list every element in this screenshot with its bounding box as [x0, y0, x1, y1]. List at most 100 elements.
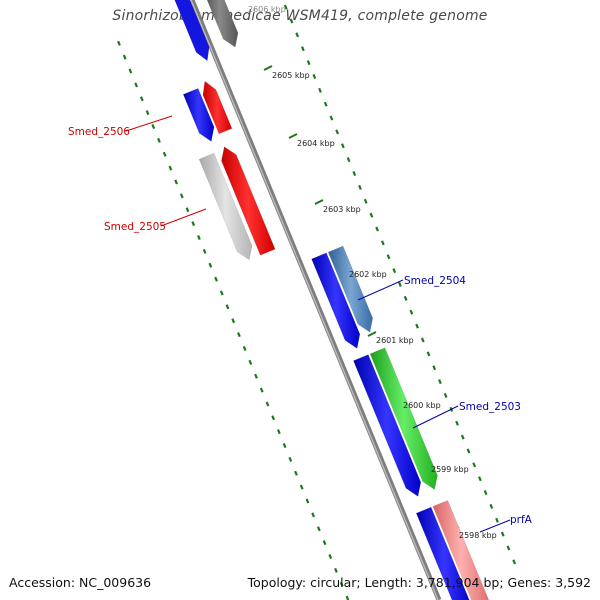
ruler-dash — [288, 456, 293, 462]
ruler-dash — [340, 143, 345, 149]
gene-blue-top[interactable] — [173, 0, 210, 62]
ruler-dash — [151, 124, 156, 130]
ruler-dash — [289, 18, 294, 24]
ruler-dash — [455, 420, 459, 426]
gene-darkgray-top[interactable] — [201, 0, 239, 48]
ruler-dash — [426, 351, 431, 357]
ruler-dash — [282, 443, 287, 449]
leader-smed-2506 — [125, 115, 173, 132]
ruler-dash — [478, 476, 482, 482]
ruler-dash — [305, 498, 310, 504]
scale-label-2605: 2605 kbp — [272, 71, 310, 80]
gene-prfa-blue[interactable] — [415, 506, 472, 600]
ruler-dash — [334, 567, 338, 573]
gene-smed-2503-green[interactable] — [369, 347, 438, 490]
scale-label-2599: 2599 kbp — [431, 465, 469, 474]
ruler-dash — [495, 517, 499, 523]
ruler-dash — [328, 554, 333, 560]
gene-label-smed-2506[interactable]: Smed_2506 — [68, 126, 130, 138]
ruler-dash — [174, 179, 178, 185]
scale-label-2598: 2598 kbp — [459, 531, 497, 540]
ruler-dash — [500, 531, 505, 537]
ruler-dash — [168, 165, 173, 171]
ruler-dash — [139, 96, 144, 102]
ruler-dash — [219, 290, 224, 296]
ruler-dash — [409, 309, 414, 315]
gene-smed-2505-gray[interactable] — [198, 152, 253, 261]
leader-smed-2505 — [160, 208, 207, 227]
ruler-dash — [483, 490, 488, 496]
ruler-dash — [306, 60, 311, 66]
ruler-dash — [283, 4, 288, 10]
ruler-dash — [202, 248, 207, 254]
ruler-dash — [259, 387, 264, 393]
ruler-dash — [185, 207, 190, 213]
ruler-dash — [386, 254, 391, 260]
ruler-dash — [489, 503, 494, 509]
ruler-dash — [346, 157, 351, 163]
accession-text: Accession: NC_009636 — [9, 575, 152, 590]
gene-features — [173, 0, 490, 600]
genome-summary-text: Topology: circular; Length: 3,781,904 bp… — [247, 575, 591, 590]
ruler-dash — [358, 184, 362, 190]
ruler-dash — [197, 234, 201, 240]
ruler-dash — [432, 365, 437, 371]
ruler-dash — [162, 151, 167, 157]
gene-prfa-pink[interactable] — [432, 500, 490, 600]
ruler-dash — [265, 401, 270, 407]
ruler-dash — [512, 559, 517, 565]
scale-label-2606: 2606 kbp — [248, 5, 286, 14]
gene-label-prfa[interactable]: prfA — [510, 514, 533, 526]
ruler-dash — [157, 137, 161, 143]
genome-backbone — [189, 0, 442, 600]
leader-smed-2504 — [357, 279, 404, 301]
ruler-dash — [345, 595, 350, 600]
scale-label-2602: 2602 kbp — [349, 270, 387, 279]
ruler-dash — [271, 415, 276, 421]
ruler-dash — [460, 434, 465, 440]
ruler-dash — [242, 345, 247, 351]
gene-smed-2505-red[interactable] — [221, 146, 276, 256]
gene-smed-2504-blue[interactable] — [311, 252, 361, 349]
ruler-dash — [506, 545, 511, 551]
ruler-dash — [392, 268, 397, 274]
ruler-dash — [318, 87, 322, 93]
gene-label-smed-2503[interactable]: Smed_2503 — [459, 401, 521, 413]
ruler-dash — [438, 379, 442, 385]
ruler-major-tick — [314, 199, 324, 205]
gene-smed-2506-blue[interactable] — [182, 88, 215, 142]
ruler-dash — [145, 110, 150, 116]
ruler-dash — [299, 484, 304, 490]
gene-smed-2503-blue[interactable] — [353, 354, 422, 497]
scale-label-2600: 2600 kbp — [403, 401, 441, 410]
ruler-dash — [134, 82, 138, 88]
ruler-dash — [128, 68, 133, 74]
ruler-dash — [225, 304, 230, 310]
gene-label-smed-2504[interactable]: Smed_2504 — [404, 275, 466, 287]
scale-label-2601: 2601 kbp — [376, 336, 414, 345]
ruler-dash — [398, 282, 402, 288]
ruler-dash — [335, 129, 340, 135]
ruler-dash — [443, 392, 448, 398]
ruler-dash — [295, 32, 300, 38]
ruler-dash — [294, 470, 298, 476]
ruler-dash — [472, 462, 477, 468]
ruler-dash — [191, 221, 196, 227]
ruler-major-tick — [367, 331, 377, 337]
leader-prfa — [479, 519, 511, 533]
scale-label-2604: 2604 kbp — [297, 139, 335, 148]
leader-smed-2503 — [412, 405, 459, 429]
ruler-dash — [122, 54, 127, 60]
ruler-dash — [214, 276, 218, 282]
ruler-dash — [322, 540, 327, 546]
ruler-dash — [415, 323, 419, 329]
gene-label-smed-2505[interactable]: Smed_2505 — [104, 221, 166, 233]
scale-label-2603: 2603 kbp — [323, 205, 361, 214]
gene-smed-2506-red[interactable] — [202, 80, 233, 135]
ruler-dash — [208, 262, 213, 268]
ruler-major-tick — [288, 133, 298, 139]
gene-smed-2504-steel[interactable] — [327, 245, 373, 333]
ruler-dash — [466, 448, 471, 454]
